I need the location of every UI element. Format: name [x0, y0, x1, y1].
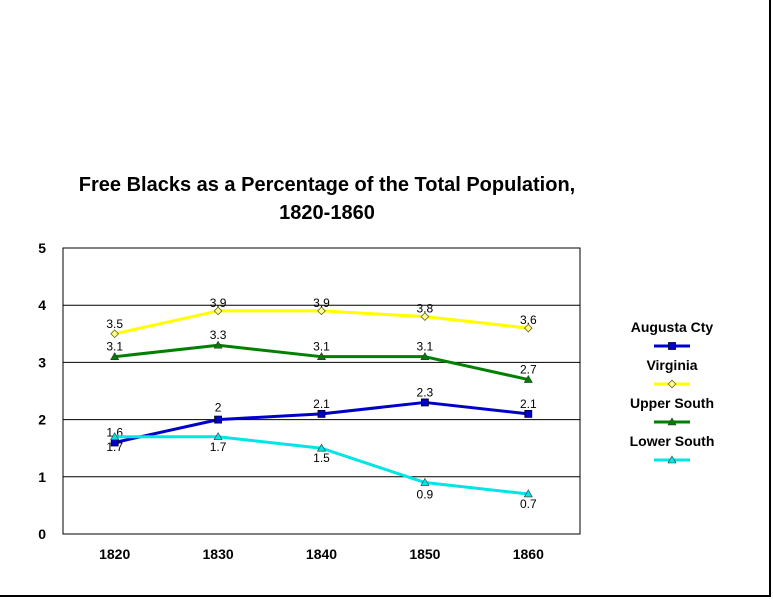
data-point-marker: [523, 323, 533, 333]
data-label: 1.7: [210, 440, 227, 454]
x-tick-label: 1850: [409, 546, 440, 562]
data-point-marker: [213, 340, 223, 349]
x-tick-label: 1830: [203, 546, 234, 562]
y-tick-label: 2: [38, 412, 46, 428]
data-label: 0.7: [520, 497, 537, 511]
data-label: 3.5: [106, 317, 123, 331]
data-label: 3.9: [210, 296, 227, 310]
data-point-marker: [420, 312, 430, 322]
y-tick-label: 5: [38, 240, 46, 256]
legend-marker: [667, 379, 677, 389]
chart-title-line-2: 1820-1860: [279, 202, 375, 224]
y-tick-label: 3: [38, 354, 46, 370]
data-label: 2.1: [520, 397, 537, 411]
data-point-marker: [213, 432, 223, 441]
data-point-marker: [316, 443, 327, 452]
data-point-marker: [316, 352, 327, 360]
data-point-marker: [317, 409, 326, 418]
y-tick-label: 4: [38, 297, 46, 313]
plot-background: [63, 248, 580, 534]
series-augusta-cty: 1.622.12.32.1: [106, 385, 537, 447]
data-label: 3.8: [417, 302, 434, 316]
x-tick-label: 1820: [99, 546, 130, 562]
x-tick-label: 1840: [306, 546, 337, 562]
data-label: 3.1: [417, 340, 434, 354]
data-point-marker: [523, 374, 533, 383]
data-point-marker: [420, 477, 430, 486]
legend-label: Upper South: [630, 395, 714, 411]
data-label: 3.6: [520, 313, 537, 327]
legend-marker: [668, 342, 676, 350]
data-point-marker: [317, 306, 326, 316]
legend-marker: [667, 417, 677, 426]
data-point-marker: [110, 432, 120, 441]
x-tick-label: 1860: [513, 546, 544, 562]
data-label: 3.9: [313, 296, 330, 310]
data-label: 3.1: [313, 340, 330, 354]
series-virginia: 3.5 3.9 3.9 3.8 3.6: [106, 296, 537, 339]
data-label: 3.1: [106, 340, 123, 354]
data-label: 2: [215, 401, 222, 415]
data-point-marker: [110, 329, 120, 339]
legend-label: Lower South: [630, 433, 715, 449]
series-lower-south: 1.7 1.7 1.5 0.9 0.7: [106, 432, 537, 511]
data-point-marker: [524, 409, 533, 418]
y-tick-label: 0: [38, 526, 46, 542]
data-label: 2.3: [417, 385, 434, 399]
plot-area: 012345182018301840185018601.622.12.32.13…: [38, 240, 581, 562]
data-point-marker: [213, 306, 223, 316]
data-label: 0.9: [417, 488, 434, 502]
legend-label: Virginia: [646, 357, 697, 373]
data-label: 1.5: [313, 451, 330, 465]
data-label: 3.3: [210, 328, 227, 342]
data-point-marker: [214, 415, 223, 424]
legend: Augusta Cty Virginia Upper South Lower Sout…: [630, 319, 715, 464]
data-point-marker: [420, 352, 430, 360]
data-label: 1.7: [106, 440, 123, 454]
data-point-marker: [420, 398, 429, 407]
data-point-marker: [523, 489, 533, 498]
legend-marker: [667, 455, 677, 464]
y-tick-label: 1: [38, 469, 46, 485]
legend-label: Augusta Cty: [631, 319, 714, 335]
series-upper-south: 3.1 3.3 3.1 3.1 2.7: [106, 328, 537, 383]
plot-border: [62, 247, 581, 535]
data-label: 2.1: [313, 397, 330, 411]
chart-title-line-1: Free Blacks as a Percentage of the Total…: [79, 174, 575, 196]
data-point-marker: [110, 352, 120, 360]
data-label: 2.7: [520, 363, 537, 377]
